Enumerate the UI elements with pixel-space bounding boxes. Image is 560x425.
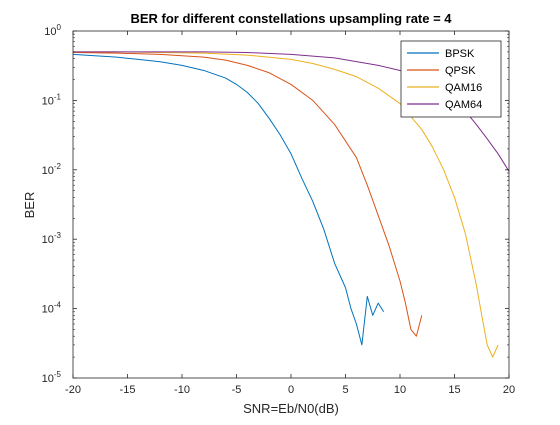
series-line-qam16 bbox=[73, 51, 499, 358]
x-tick-label: -20 bbox=[65, 384, 81, 396]
x-tick-label: -15 bbox=[120, 384, 136, 396]
y-tick-label: 10-1 bbox=[42, 92, 62, 107]
legend-label-qpsk: QPSK bbox=[445, 65, 476, 77]
y-tick-label: 10-5 bbox=[42, 370, 62, 385]
y-tick-label: 100 bbox=[44, 23, 61, 38]
series-line-bpsk bbox=[73, 53, 385, 346]
x-tick-label: 20 bbox=[503, 384, 515, 396]
y-tick-label: 10-3 bbox=[42, 231, 62, 246]
x-tick-label: 15 bbox=[448, 384, 460, 396]
series-layer bbox=[73, 51, 509, 358]
legend-label-bpsk: BPSK bbox=[445, 48, 475, 60]
y-axis-label: BER bbox=[22, 192, 37, 219]
x-tick-label: 0 bbox=[288, 384, 294, 396]
x-tick-label: 10 bbox=[394, 384, 406, 396]
x-tick-label: -10 bbox=[174, 384, 190, 396]
y-tick-label: 10-4 bbox=[42, 301, 62, 316]
chart-title: BER for different constellations upsampl… bbox=[130, 11, 452, 26]
series-line-qam64 bbox=[73, 51, 509, 172]
legend: BPSK QPSK QAM16 QAM64 bbox=[400, 40, 502, 118]
x-tick-label: -5 bbox=[232, 384, 242, 396]
x-axis-label: SNR=Eb/N0(dB) bbox=[243, 401, 339, 416]
series-line-qpsk bbox=[73, 52, 423, 337]
axes-layer: -20 -15 -10 -5 0 5 10 15 20 10-5 10-4 10-3 10-2 10-1 1… bbox=[42, 23, 516, 396]
x-tick-label: 5 bbox=[342, 384, 348, 396]
y-tick-label: 10-2 bbox=[42, 162, 62, 177]
legend-label-qam64: QAM64 bbox=[445, 99, 482, 111]
legend-label-qam16: QAM16 bbox=[445, 82, 482, 94]
